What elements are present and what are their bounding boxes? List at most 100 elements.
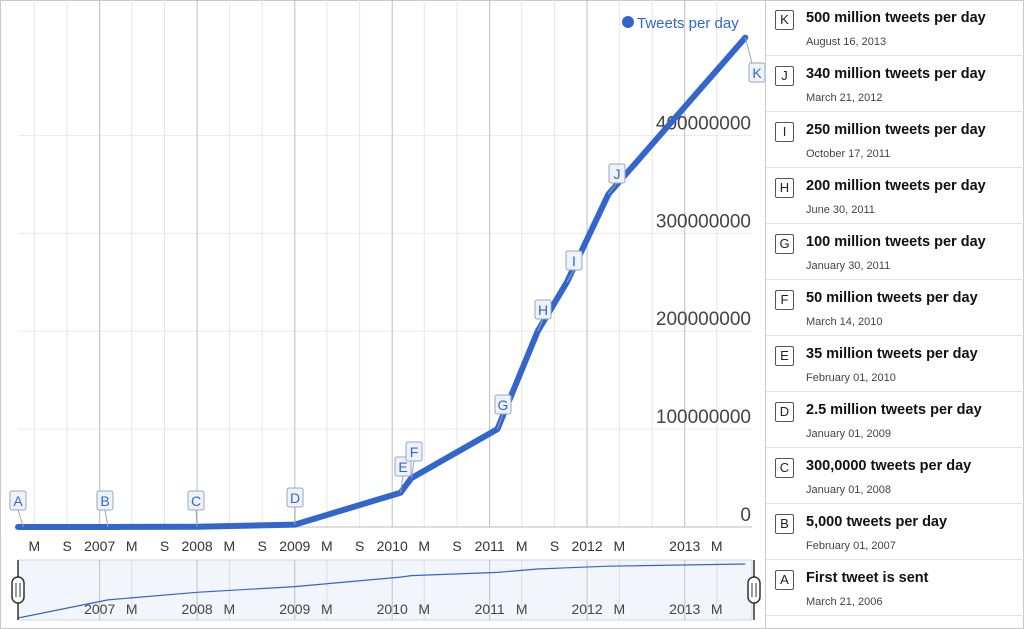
annotation-date: February 01, 2007 bbox=[806, 540, 896, 552]
annotation-flag-letter: J bbox=[614, 166, 621, 182]
annotation-flag-f[interactable]: F bbox=[405, 441, 423, 479]
annotation-flag-box[interactable] bbox=[394, 456, 412, 477]
range-navigator[interactable]: 2007 M 2008 M 2009 M 2010 M 2011 M 2012 M 2013 M bbox=[11, 559, 761, 621]
navigator-tick-label: M bbox=[224, 601, 236, 617]
series-line-tweets-per-day bbox=[15, 34, 749, 530]
annotation-flag-box[interactable] bbox=[405, 441, 423, 462]
annotation-flag-c[interactable]: C bbox=[187, 490, 205, 527]
annotation-date: March 21, 2012 bbox=[806, 92, 883, 104]
annotation-flag-letter: H bbox=[538, 302, 548, 318]
annotation-flag-box[interactable] bbox=[96, 490, 114, 511]
annotation-flag-box[interactable] bbox=[565, 250, 583, 271]
navigator-handle-left[interactable] bbox=[11, 560, 25, 620]
annotation-flags[interactable]: A B C D EF G H I J K bbox=[9, 37, 765, 528]
annotation-flag-k[interactable]: K bbox=[744, 37, 765, 83]
annotation-flag-box[interactable] bbox=[534, 299, 552, 320]
annotation-title: 340 million tweets per day bbox=[806, 66, 986, 82]
annotation-flag-j[interactable]: J bbox=[608, 163, 626, 195]
annotation-item-h[interactable]: H 200 million tweets per day June 30, 2011 bbox=[766, 168, 1024, 224]
annotation-flag-stem bbox=[17, 509, 24, 528]
navigator-tick-label: M bbox=[516, 601, 528, 617]
annotation-item-i[interactable]: I 250 million tweets per day October 17, 2… bbox=[766, 112, 1024, 168]
annotation-flag-letter: C bbox=[191, 493, 201, 509]
navigator-tick-label: 2013 bbox=[669, 601, 700, 617]
annotation-flag-stem bbox=[537, 318, 544, 332]
annotation-flag-a[interactable]: A bbox=[9, 490, 27, 528]
x-tick-label: M bbox=[516, 538, 528, 554]
annotation-date: January 01, 2009 bbox=[806, 428, 892, 440]
legend-label: Tweets per day bbox=[637, 15, 739, 32]
navigator-tick-label: 2009 bbox=[279, 601, 310, 617]
annotation-flag-letter: B bbox=[100, 493, 109, 509]
annotation-flag-h[interactable]: H bbox=[534, 299, 552, 332]
annotation-flag-d[interactable]: D bbox=[286, 487, 304, 525]
x-axis-labels: M S 2007 M S 2008 M S 2009 M S 2010 M S 2011 M S 2012 M 201… bbox=[28, 538, 722, 554]
y-axis-labels: 0 100000000 200000000 300000000 400000000 bbox=[656, 113, 751, 526]
x-tick-label: M bbox=[418, 538, 430, 554]
annotation-letter-badge: I bbox=[775, 122, 794, 142]
annotation-flag-box[interactable] bbox=[187, 490, 205, 511]
annotation-title: 250 million tweets per day bbox=[806, 122, 986, 138]
annotation-flag-letter: I bbox=[572, 253, 576, 269]
annotation-date: October 17, 2011 bbox=[806, 148, 891, 160]
x-tick-label: 2008 bbox=[182, 538, 213, 554]
annotation-item-e[interactable]: E 35 million tweets per day February 01, 2… bbox=[766, 336, 1024, 392]
legend-marker bbox=[622, 16, 634, 28]
annotation-date: June 30, 2011 bbox=[806, 204, 875, 216]
navigator-tick-label: M bbox=[126, 601, 138, 617]
x-tick-label: 2012 bbox=[571, 538, 602, 554]
annotation-list: K 500 million tweets per day August 16, 20… bbox=[765, 0, 1024, 629]
y-tick-label: 300000000 bbox=[656, 211, 751, 232]
annotation-flag-letter: A bbox=[13, 493, 23, 509]
annotation-flag-stem bbox=[104, 509, 109, 528]
annotation-flag-letter: K bbox=[752, 65, 762, 81]
annotation-date: March 14, 2010 bbox=[806, 316, 883, 328]
annotation-flag-box[interactable] bbox=[286, 487, 304, 508]
annotation-date: February 01, 2010 bbox=[806, 372, 896, 384]
annotation-flag-e[interactable]: E bbox=[394, 456, 412, 493]
annotation-flag-stem bbox=[399, 475, 404, 493]
annotation-flag-g[interactable]: G bbox=[494, 394, 512, 430]
annotation-title: 35 million tweets per day bbox=[806, 346, 978, 362]
horizontal-gridlines bbox=[18, 134, 752, 430]
annotation-flag-b[interactable]: B bbox=[96, 490, 114, 528]
annotation-item-k[interactable]: K 500 million tweets per day August 16, 20… bbox=[766, 0, 1024, 56]
annotation-letter-badge: G bbox=[775, 234, 794, 254]
right-handle-grip-icon[interactable] bbox=[747, 576, 761, 604]
annotation-item-b[interactable]: B 5,000 tweets per day February 01, 2007 bbox=[766, 504, 1024, 560]
x-tick-label: S bbox=[258, 538, 267, 554]
navigator-handle-right[interactable] bbox=[747, 560, 761, 620]
annotation-title: First tweet is sent bbox=[806, 570, 929, 586]
annotation-item-d[interactable]: D 2.5 million tweets per day January 01, 2… bbox=[766, 392, 1024, 448]
annotation-letter-badge: H bbox=[775, 178, 794, 198]
vertical-gridlines bbox=[33, 0, 718, 527]
annotation-date: August 16, 2013 bbox=[806, 36, 887, 48]
annotation-title: 2.5 million tweets per day bbox=[806, 402, 982, 418]
x-tick-label: 2013 bbox=[669, 538, 700, 554]
annotation-letter-badge: C bbox=[775, 458, 794, 478]
annotation-flag-box[interactable] bbox=[494, 394, 512, 415]
annotation-flag-box[interactable] bbox=[748, 62, 765, 83]
annotation-flag-box[interactable] bbox=[9, 490, 27, 511]
annotation-item-f[interactable]: F 50 million tweets per day March 14, 2010 bbox=[766, 280, 1024, 336]
navigator-tick-label: M bbox=[614, 601, 626, 617]
annotation-flag-stem bbox=[496, 413, 504, 430]
annotation-item-j[interactable]: J 340 million tweets per day March 21, 201… bbox=[766, 56, 1024, 112]
navigator-tick-label: 2007 bbox=[84, 601, 115, 617]
annotation-flag-letter: E bbox=[398, 459, 407, 475]
x-tick-label: M bbox=[321, 538, 333, 554]
annotation-flag-letter: F bbox=[410, 444, 419, 460]
x-tick-label: M bbox=[126, 538, 138, 554]
annotation-item-g[interactable]: G 100 million tweets per day January 30, 2… bbox=[766, 224, 1024, 280]
annotation-date: January 30, 2011 bbox=[806, 260, 891, 272]
annotation-letter-badge: B bbox=[775, 514, 794, 534]
annotation-item-a[interactable]: A First tweet is sent March 21, 2006 bbox=[766, 560, 1024, 616]
annotation-flag-box[interactable] bbox=[608, 163, 626, 184]
annotation-flag-i[interactable]: I bbox=[565, 250, 583, 283]
annotation-item-c[interactable]: C 300,0000 tweets per day January 01, 2008 bbox=[766, 448, 1024, 504]
y-tick-label: 100000000 bbox=[656, 407, 751, 428]
left-handle-grip-icon[interactable] bbox=[11, 576, 25, 604]
navigator-series-line bbox=[17, 563, 746, 619]
x-tick-label: M bbox=[614, 538, 626, 554]
x-tick-label: M bbox=[28, 538, 40, 554]
